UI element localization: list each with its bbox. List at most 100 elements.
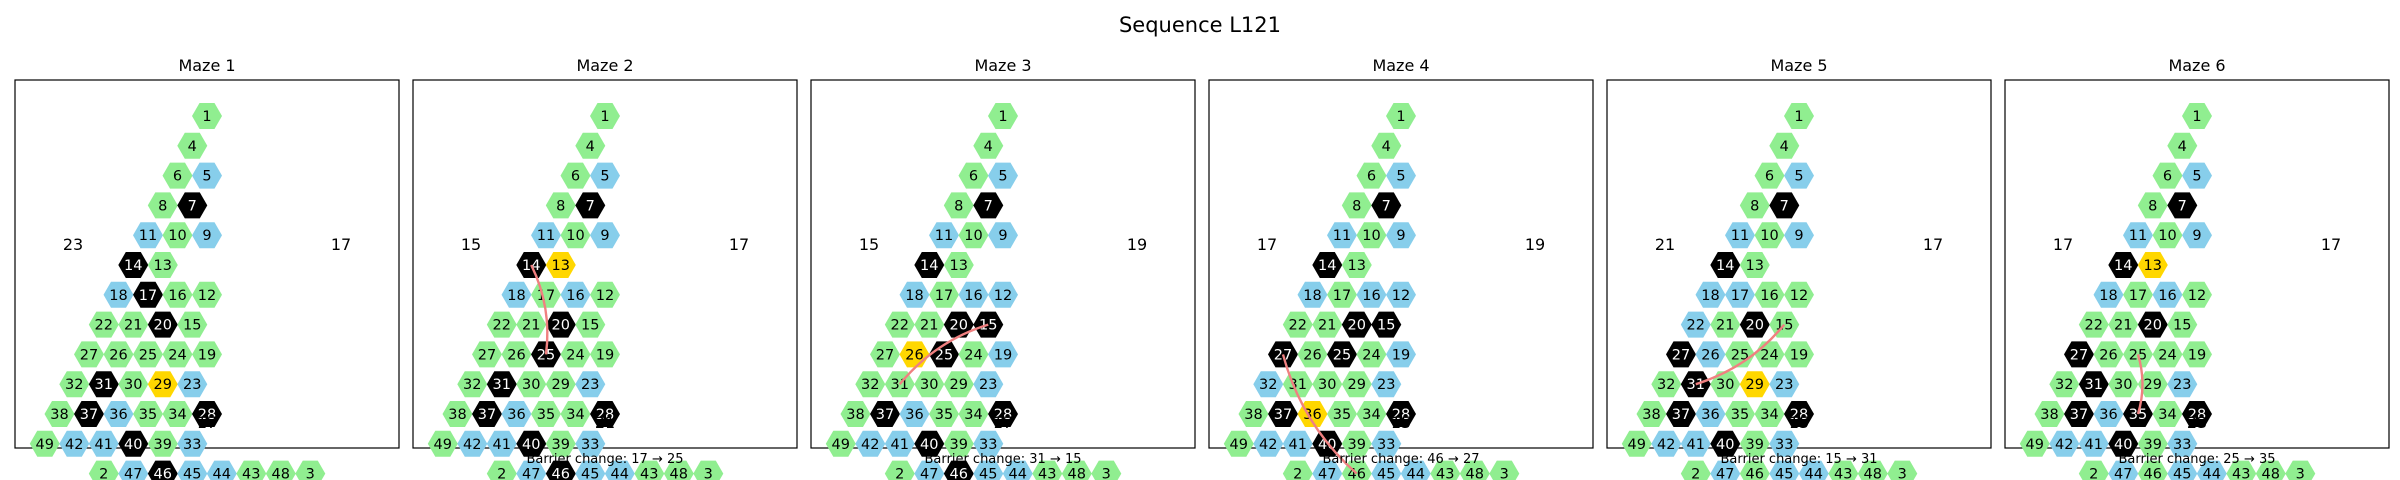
hex-label: 36: [905, 407, 923, 423]
hex-label: 38: [1642, 407, 1660, 423]
hex-cell: [2137, 311, 2168, 338]
hex-cell: [899, 281, 930, 308]
hex-label: 1: [202, 109, 211, 125]
hex-label: 20: [1348, 318, 1366, 334]
hex-cell: [870, 401, 900, 427]
hex-label: 2: [1691, 467, 1700, 480]
hex-label: 13: [552, 258, 570, 274]
hex-cell: [1341, 371, 1372, 398]
hex-label: 27: [478, 347, 496, 363]
hex-label: 30: [124, 377, 142, 393]
hex-cell: [1371, 192, 1402, 219]
hex-cell: [590, 222, 620, 249]
hex-label: 12: [2188, 288, 2206, 304]
hex-cell: [914, 430, 945, 457]
hex-label: 41: [891, 437, 909, 453]
hex-cell: [103, 401, 134, 427]
hex-cell: [693, 460, 724, 480]
hex-cell: [973, 371, 1004, 398]
hex-cell: [988, 103, 1018, 129]
hex-label: 21: [1716, 318, 1734, 334]
hex-label: 6: [969, 169, 978, 185]
hex-cell: [1666, 341, 1696, 368]
hex-label: 21: [1318, 318, 1336, 334]
hex-label: 10: [2158, 228, 2176, 244]
hex-label: 17: [1731, 288, 1749, 304]
hex-cell: [162, 281, 193, 308]
hex-cell: [147, 460, 178, 480]
hex-label: 39: [1348, 437, 1366, 453]
hex-cell: [575, 371, 606, 398]
hex-cell: [1666, 401, 1696, 427]
hex-cell: [2078, 371, 2109, 398]
hex-cell: [560, 401, 591, 427]
hex-label: 44: [2203, 467, 2221, 480]
hex-cell: [236, 460, 267, 480]
hex-cell: [1695, 281, 1726, 308]
hex-label: 49: [1230, 437, 1248, 453]
hex-cell: [545, 192, 576, 219]
hex-cell: [1386, 162, 1416, 189]
bottom-number: 15: [1391, 413, 1411, 432]
hex-label: 48: [1864, 467, 1882, 480]
hex-label: 25: [537, 347, 555, 363]
hex-cell: [1725, 281, 1755, 308]
hex-label: 47: [920, 467, 938, 480]
hex-label: 9: [998, 228, 1007, 244]
hex-label: 13: [154, 258, 172, 274]
hex-cell: [1356, 341, 1387, 368]
hex-label: 2: [2089, 467, 2098, 480]
hex-cell: [2137, 371, 2168, 398]
hex-label: 22: [493, 318, 511, 334]
hex-label: 34: [2158, 407, 2176, 423]
hex-cell: [133, 401, 163, 427]
hex-label: 13: [950, 258, 968, 274]
hex-label: 31: [1289, 377, 1307, 393]
hex-label: 22: [1687, 318, 1705, 334]
hex-cell: [973, 192, 1004, 219]
hex-label: 10: [566, 228, 584, 244]
hex-cell: [1327, 222, 1357, 249]
hex-cell: [118, 311, 149, 338]
hex-cell: [1636, 401, 1667, 427]
hex-cell: [590, 341, 620, 368]
barrier-caption: Barrier change: 25 → 35: [2118, 452, 2275, 467]
hex-label: 28: [2188, 407, 2206, 423]
hex-cell: [1754, 162, 1785, 189]
hex-cell: [1327, 401, 1357, 427]
hex-cell: [486, 460, 517, 480]
hex-label: 4: [1780, 139, 1789, 155]
maze-title: Maze 6: [2168, 56, 2225, 75]
hex-label: 33: [2173, 437, 2191, 453]
hex-cell: [103, 281, 134, 308]
hex-label: 41: [1687, 437, 1705, 453]
hex-label: 43: [2232, 467, 2250, 480]
hex-label: 5: [1794, 169, 1803, 185]
hex-label: 42: [1657, 437, 1675, 453]
bottom-number: 17: [197, 413, 217, 432]
hex-label: 49: [434, 437, 452, 453]
hex-label: 41: [2085, 437, 2103, 453]
hex-label: 19: [1392, 347, 1410, 363]
hex-cell: [1739, 192, 1770, 219]
hex-cell: [943, 311, 974, 338]
hex-cell: [884, 311, 915, 338]
hex-label: 31: [493, 377, 511, 393]
hex-cell: [1002, 460, 1033, 480]
hex-cell: [2167, 311, 2198, 338]
hex-label: 48: [1466, 467, 1484, 480]
hex-cell: [2152, 222, 2183, 249]
hex-cell: [1489, 460, 1520, 480]
hex-cell: [88, 311, 119, 338]
hex-cell: [2182, 162, 2212, 189]
hex-cell: [192, 341, 222, 368]
hex-cell: [1312, 460, 1343, 480]
hex-cell: [1784, 341, 1814, 368]
hex-cell: [501, 401, 532, 427]
hex-cell: [118, 460, 149, 480]
hex-cell: [59, 430, 90, 457]
hex-cell: [1651, 371, 1682, 398]
hex-label: 20: [1746, 318, 1764, 334]
